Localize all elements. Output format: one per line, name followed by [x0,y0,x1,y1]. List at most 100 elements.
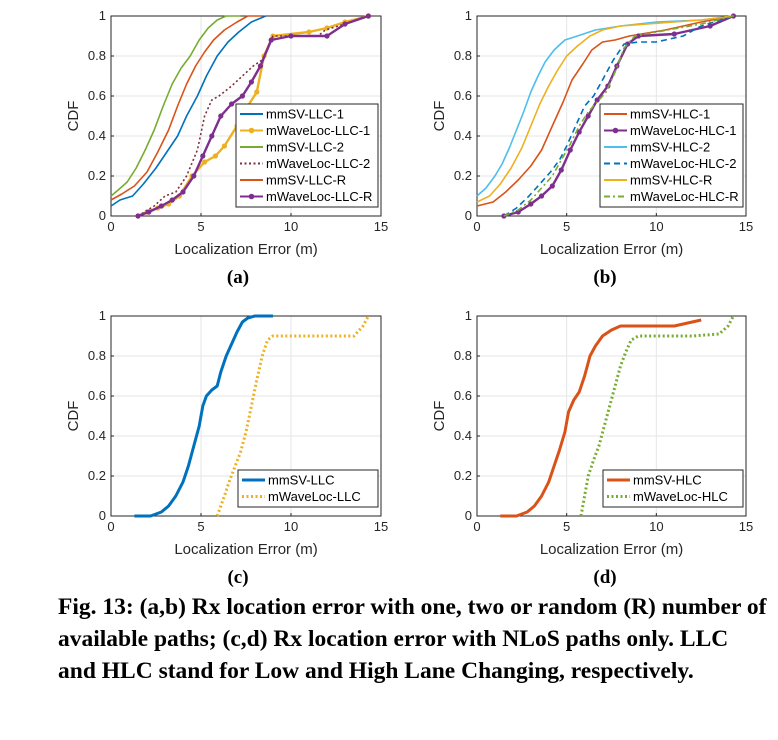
legend-marker [612,127,619,134]
series-point [209,133,215,139]
y-tick-label: 0 [99,208,106,223]
legend-label: mWaveLoc-LLC [268,489,361,504]
plot-area-frame [110,15,382,217]
x-tick-label: 5 [197,219,204,234]
chart-panel-2: 0 5 10 15 0 0.2 0.4 0.6 0.8 1 Localization Error (… [431,8,753,288]
x-tick-label: 5 [563,219,570,234]
series-point [254,89,260,95]
series-point [239,93,245,99]
x-tick-label: 10 [649,519,663,534]
y-tick-label: 0.8 [454,48,472,63]
series-line-mmSV-LLC [134,314,273,518]
x-tick-label: 10 [649,219,663,234]
y-tick-label: 0.2 [454,468,472,483]
plot-area-frame [476,315,747,517]
series-line-mmSV-LLC-R [110,15,263,201]
y-axis-label: CDF [431,101,448,132]
y-tick-label: 0.8 [88,48,106,63]
legend-label: mWaveLoc-LLC-1 [266,123,370,138]
series-point [191,173,197,179]
legend-label: mWaveLoc-HLC-1 [630,123,736,138]
series-point [218,113,224,119]
legend-marker [248,193,255,200]
panel-label: (d) [593,567,616,588]
legend-label: mWaveLoc-HLC-2 [630,156,736,171]
y-axis-label: CDF [65,101,82,132]
legend-label: mmSV-HLC [633,473,702,488]
x-axis-label: Localization Error (m) [540,241,683,258]
legend-box [602,469,744,508]
y-tick-label: 0.4 [88,428,106,443]
y-tick-label: 0.2 [88,468,106,483]
series-point [585,113,591,119]
x-tick-label: 0 [473,519,480,534]
legend-box [599,103,744,208]
legend-label: mWaveLoc-LLC-R [266,189,372,204]
y-tick-label: 0 [465,508,472,523]
series-point [200,153,206,159]
panel-label: (b) [593,267,616,288]
series-point [221,143,227,149]
series-line-mWaveLoc-HLC-2 [503,15,734,217]
legend-label: mmSV-HLC-2 [630,140,710,155]
series-point [202,159,208,165]
series-point [146,209,152,215]
legend-marker [248,127,255,134]
y-tick-label: 0.6 [454,88,472,103]
x-tick-label: 5 [563,519,570,534]
y-axis-label: CDF [65,401,82,432]
legend-box [235,103,379,208]
series-point [342,21,348,27]
series-point [135,213,141,219]
series-point [365,13,371,19]
y-tick-label: 0 [99,508,106,523]
y-tick-label: 0.4 [88,128,106,143]
series-point [306,29,312,35]
series-point [324,25,330,31]
series-point [248,79,254,85]
series-point [567,147,573,153]
figure-caption: Fig. 13: (a,b) Rx location error with on… [58,594,767,684]
y-axis-label: CDF [431,401,448,432]
x-axis-label: Localization Error (m) [540,541,683,558]
y-tick-label: 0.2 [88,168,106,183]
y-tick-label: 0.8 [454,348,472,363]
x-axis-label: Localization Error (m) [174,541,317,558]
y-tick-label: 0.4 [454,428,472,443]
legend-label: mmSV-LLC-1 [266,107,344,122]
y-tick-label: 1 [465,308,472,323]
legend-label: mmSV-LLC-2 [266,140,344,155]
y-tick-label: 0.2 [454,168,472,183]
chart-panel-1: 0 5 10 15 0 0.2 0.4 0.6 0.8 1 Localization Error (… [65,8,388,288]
x-tick-label: 10 [284,519,298,534]
series-point [169,197,175,203]
series-point [158,203,164,209]
chart-panel-4: 0 5 10 15 0 0.2 0.4 0.6 0.8 1 Localization Error (… [431,308,753,588]
legend-label: mmSV-LLC [268,473,334,488]
plot-area-frame [476,15,747,217]
series-line-mmSV-HLC [500,318,702,518]
series-point [549,183,555,189]
series-point [707,23,713,29]
legend-label: mmSV-LLC-R [266,173,346,188]
y-tick-label: 0.4 [454,128,472,143]
y-tick-label: 1 [465,8,472,23]
x-tick-label: 10 [284,219,298,234]
legend-label: mmSV-HLC-1 [630,107,710,122]
series-line-mWaveLoc-LLC [215,315,370,517]
series-point [229,101,235,107]
series-point [538,193,545,199]
series-point [671,31,677,37]
series-point [528,201,534,207]
x-axis-label: Localization Error (m) [174,241,317,258]
legend-label: mWaveLoc-HLC [633,489,728,504]
series-point [257,63,263,69]
series-point [730,13,737,19]
series-point [635,33,642,39]
x-tick-label: 5 [197,519,204,534]
x-tick-label: 15 [374,219,388,234]
x-tick-label: 0 [107,219,114,234]
legend-box [237,469,379,508]
legend-label: mmSV-HLC-R [630,173,712,188]
y-tick-label: 1 [99,8,106,23]
